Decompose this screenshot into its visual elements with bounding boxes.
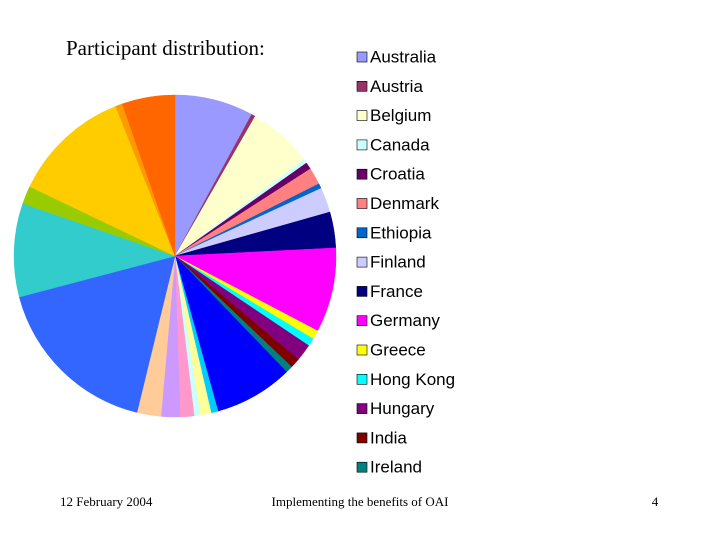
legend-swatch [356,139,368,151]
legend-label: Hungary [370,399,435,418]
legend-swatch [356,256,368,268]
legend-label: Germany [370,311,440,330]
legend-swatch [356,373,368,385]
legend: Australia Austria Belgium Canada Croatia Denm… [356,47,455,477]
legend-swatch [356,110,368,121]
legend-swatch [356,315,368,327]
legend-label: Belgium [370,106,431,125]
legend-swatch [356,198,368,209]
legend-label: Ethiopia [370,223,432,242]
legend-label: Croatia [370,165,425,184]
pie-slice [174,247,337,332]
legend-swatch [356,344,368,356]
chart-title: Participant distribution: [66,36,265,60]
page-number: 4 [652,494,659,509]
legend-label: Finland [370,253,426,272]
legend-swatch [356,51,368,63]
legend-swatch [356,432,368,444]
pie [13,94,337,418]
legend-swatch [356,227,368,239]
legend-label: Australia [370,47,437,66]
legend-label: Austria [370,77,423,96]
footer-text: Implementing the benefits of OAI [272,494,449,509]
legend-label: Greece [370,340,426,359]
legend-swatch [356,81,368,92]
pie-slice [19,255,176,413]
legend-label: Ireland [370,458,422,477]
legend-label: Hong Kong [370,370,455,389]
pie-slice [29,105,176,257]
legend-swatch [356,461,368,473]
footer-date: 12 February 2004 [60,494,153,509]
legend-swatch [356,168,368,180]
legend-swatch [356,403,368,414]
pie-slice [13,203,176,298]
pie-slice [122,94,176,257]
legend-label: Canada [370,135,430,154]
legend-label: Denmark [370,194,439,213]
legend-swatch [356,286,368,297]
legend-label: France [370,282,423,301]
legend-label: India [370,428,407,447]
